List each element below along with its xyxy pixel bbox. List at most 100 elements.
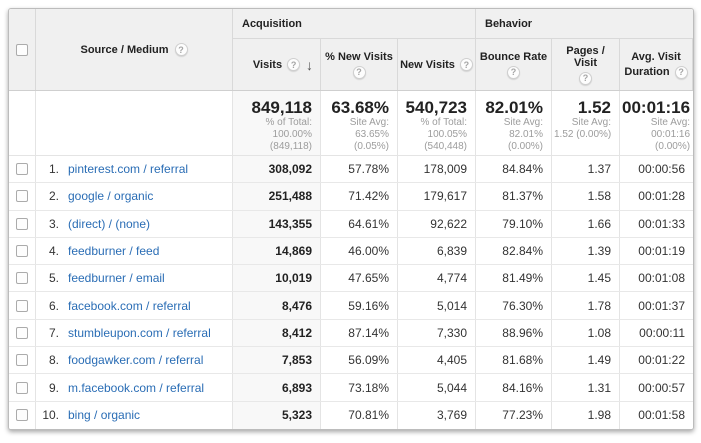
source-medium-cell: 4. feedburner / feed <box>36 237 233 265</box>
source-medium-link[interactable]: foodgawker.com / referral <box>68 353 204 368</box>
row-index: 4. <box>48 244 59 259</box>
source-medium-cell: 7. stumbleupon.com / referral <box>36 319 233 347</box>
help-icon[interactable]: ? <box>459 58 473 71</box>
source-medium-cell: 5. feedburner / email <box>36 265 233 292</box>
source-medium-link[interactable]: facebook.com / referral <box>68 298 191 313</box>
avg-duration-header-line1: Avg. Visit <box>631 50 681 63</box>
pct-new-visits-value: 57.78% <box>321 156 398 183</box>
row-checkbox[interactable] <box>16 354 28 367</box>
bounce-rate-total: 82.01% <box>485 98 543 117</box>
visits-value: 308,092 <box>233 156 321 183</box>
table-row: 8. foodgawker.com / referral 7,853 56.09… <box>9 347 693 375</box>
pages-visit-value: 1.39 <box>552 237 620 265</box>
row-checkbox[interactable] <box>16 245 28 258</box>
source-medium-link[interactable]: stumbleupon.com / referral <box>68 325 211 340</box>
pages-visit-value: 1.66 <box>552 210 620 237</box>
bounce-rate-summary: 82.01% Site Avg: 82.01% (0.00%) <box>476 91 552 155</box>
pct-new-visits-summary: 63.68% Site Avg: 63.65% (0.05%) <box>321 91 398 155</box>
visits-column-header[interactable]: Visits ? ↓ <box>233 39 321 90</box>
help-icon[interactable]: ? <box>174 43 188 56</box>
source-medium-cell: 6. facebook.com / referral <box>36 292 233 319</box>
totals-summary-row: 849,118 % of Total: 100.00% (849,118) 63… <box>9 91 693 156</box>
help-icon[interactable]: ? <box>674 65 688 79</box>
row-checkbox[interactable] <box>16 326 28 339</box>
group-header-row: Acquisition Behavior <box>233 9 693 39</box>
avg-duration-summary: 00:01:16 Site Avg: 00:01:16 (0.00%) <box>620 91 693 155</box>
pages-visit-value: 1.58 <box>552 183 620 210</box>
bounce-rate-header-label: Bounce Rate <box>479 50 548 63</box>
table-row: 5. feedburner / email 10,019 47.65% 4,77… <box>9 265 693 293</box>
source-medium-link[interactable]: feedburner / email <box>68 271 165 286</box>
table-row: 2. google / organic 251,488 71.42% 179,6… <box>9 183 693 211</box>
new-visits-summary: 540,723 % of Total: 100.05% (540,448) <box>398 91 476 155</box>
avg-duration-total: 00:01:16 <box>622 98 691 117</box>
select-all-checkbox[interactable] <box>16 43 28 56</box>
source-medium-column-header[interactable]: Source / Medium ? <box>36 9 233 90</box>
behavior-group-header: Behavior <box>476 9 693 38</box>
summary-source-spacer <box>36 91 233 155</box>
source-medium-link[interactable]: google / organic <box>68 189 154 204</box>
source-medium-report-table: Source / Medium ? Acquisition Behavior V… <box>8 8 694 430</box>
avg-duration-value: 00:01:33 <box>638 216 685 231</box>
acquisition-group-header: Acquisition <box>233 9 476 38</box>
row-checkbox[interactable] <box>16 163 28 176</box>
row-index: 10. <box>42 408 59 423</box>
table-body: 1. pinterest.com / referral 308,092 57.7… <box>9 156 693 429</box>
row-checkbox[interactable] <box>16 190 28 203</box>
avg-visit-duration-column-header[interactable]: Avg. Visit Duration ? <box>620 39 693 90</box>
row-index: 1. <box>48 162 59 177</box>
pct-new-visits-column-header[interactable]: % New Visits ? <box>321 39 398 90</box>
new-visits-total: 540,723 <box>405 98 467 117</box>
avg-duration-note: Site Avg: <box>650 117 691 128</box>
sort-descending-icon[interactable]: ↓ <box>306 56 313 73</box>
help-icon[interactable]: ? <box>507 65 520 79</box>
bounce-rate-value: 84.16% <box>476 374 552 401</box>
bounce-rate-value: 82.84% <box>476 237 552 265</box>
source-medium-link[interactable]: m.facebook.com / referral <box>68 380 205 395</box>
avg-duration-value: 00:01:37 <box>638 298 685 313</box>
new-visits-value: 7,330 <box>398 319 476 347</box>
visits-total: 849,118 <box>251 98 312 117</box>
source-medium-link[interactable]: bing / organic <box>68 408 141 423</box>
visits-header-label: Visits <box>252 58 283 71</box>
row-checkbox[interactable] <box>16 409 28 422</box>
visits-total-abs: (849,118) <box>269 141 312 152</box>
pct-new-visits-delta: (0.05%) <box>353 141 389 152</box>
row-index: 5. <box>48 271 59 286</box>
column-header-row: Visits ? ↓ % New Visits ? New Visits ? <box>233 39 693 90</box>
avg-duration-value: 00:01:28 <box>638 189 685 204</box>
help-icon[interactable]: ? <box>352 65 366 79</box>
new-visits-column-header[interactable]: New Visits ? <box>398 39 476 90</box>
bounce-rate-column-header[interactable]: Bounce Rate ? <box>476 39 552 90</box>
row-checkbox[interactable] <box>16 272 28 285</box>
bounce-rate-value: 76.30% <box>476 292 552 319</box>
new-visits-value: 5,014 <box>398 292 476 319</box>
visits-value: 251,488 <box>233 183 321 210</box>
visits-value: 143,355 <box>233 210 321 237</box>
pages-visit-summary: 1.52 Site Avg: 1.52 (0.00%) <box>552 91 620 155</box>
source-medium-link[interactable]: feedburner / feed <box>68 244 160 259</box>
avg-duration-avg: 00:01:16 <box>651 129 691 140</box>
row-checkbox[interactable] <box>16 217 28 230</box>
bounce-rate-value: 79.10% <box>476 210 552 237</box>
bounce-rate-value: 81.37% <box>476 183 552 210</box>
row-index: 2. <box>48 189 59 204</box>
pct-new-visits-value: 56.09% <box>321 347 398 374</box>
table-row: 1. pinterest.com / referral 308,092 57.7… <box>9 156 693 184</box>
source-medium-link[interactable]: pinterest.com / referral <box>68 162 189 177</box>
avg-duration-value: 00:00:56 <box>638 162 685 177</box>
pages-visit-total: 1.52 <box>577 98 611 117</box>
help-icon[interactable]: ? <box>287 58 301 71</box>
source-medium-link[interactable]: (direct) / (none) <box>68 216 151 231</box>
help-icon[interactable]: ? <box>579 71 592 85</box>
new-visits-value: 179,617 <box>398 183 476 210</box>
row-checkbox[interactable] <box>16 381 28 394</box>
pct-new-visits-avg: 63.65% <box>355 129 389 140</box>
pages-visit-column-header[interactable]: Pages / Visit ? <box>552 39 620 90</box>
avg-duration-value: 00:01:22 <box>638 353 685 368</box>
acquisition-group-label: Acquisition <box>242 17 302 30</box>
row-checkbox[interactable] <box>16 299 28 312</box>
table-row: 7. stumbleupon.com / referral 8,412 87.1… <box>9 319 693 348</box>
visits-value: 8,476 <box>233 292 321 319</box>
